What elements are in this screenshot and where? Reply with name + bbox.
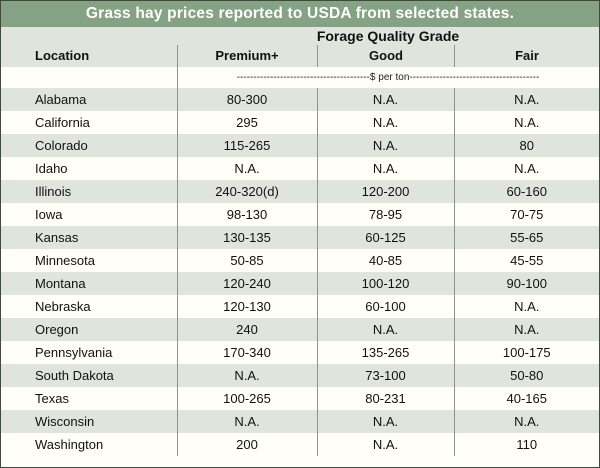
premium-price-cell: 295 [176, 111, 317, 134]
premium-price-cell: N.A. [176, 157, 317, 180]
table-row: California 295 N.A. N.A. [1, 111, 599, 134]
premium-price-cell: 115-265 [176, 134, 317, 157]
fair-price-cell: 40-165 [453, 387, 599, 410]
premium-price-cell: 50-85 [176, 249, 317, 272]
table-row: Montana 120-240 100-120 90-100 [1, 272, 599, 295]
good-price-cell: 73-100 [316, 364, 454, 387]
premium-price-cell: 240 [176, 318, 317, 341]
table-row: Illinois 240-320(d) 120-200 60-160 [1, 180, 599, 203]
location-cell: Pennsylvania [1, 341, 177, 364]
fair-price-cell: 45-55 [453, 249, 599, 272]
fair-price-cell: 55-65 [453, 226, 599, 249]
good-price-cell: N.A. [316, 410, 454, 433]
fair-price-cell: 100-175 [453, 341, 599, 364]
fair-price-cell: N.A. [453, 295, 599, 318]
fair-price-cell: 110 [453, 433, 599, 456]
premium-column-header: Premium+ [215, 48, 279, 63]
premium-price-cell: 130-135 [176, 226, 317, 249]
good-price-cell: 120-200 [316, 180, 454, 203]
table-row: Washington 200 N.A. 110 [1, 433, 599, 456]
premium-price-cell: 80-300 [176, 88, 317, 111]
good-price-cell: N.A. [316, 134, 454, 157]
units-label: ----------------------------------------… [236, 72, 540, 83]
fair-column-header: Fair [515, 48, 539, 63]
location-cell: Montana [1, 272, 177, 295]
good-price-cell: N.A. [316, 157, 454, 180]
good-column-header: Good [369, 48, 403, 63]
column-divider [177, 67, 178, 88]
fair-price-cell: N.A. [453, 111, 599, 134]
units-row: ----------------------------------------… [1, 67, 599, 88]
table-header: Forage Quality Grade Location Premium+ G… [1, 27, 599, 67]
fair-price-cell: 90-100 [453, 272, 599, 295]
fair-price-cell: 60-160 [453, 180, 599, 203]
fair-price-cell: N.A. [453, 410, 599, 433]
good-price-cell: 60-100 [316, 295, 454, 318]
table-row: Nebraska 120-130 60-100 N.A. [1, 295, 599, 318]
location-cell: Washington [1, 433, 177, 456]
location-cell: California [1, 111, 177, 134]
premium-price-cell: N.A. [176, 364, 317, 387]
premium-price-cell: N.A. [176, 410, 317, 433]
location-cell: Alabama [1, 88, 177, 111]
location-cell: Kansas [1, 226, 177, 249]
price-table-body: Alabama 80-300 N.A. N.A. California 295 N.A. N.… [1, 88, 599, 456]
location-cell: Iowa [1, 203, 177, 226]
good-price-cell: N.A. [316, 111, 454, 134]
fair-price-cell: 80 [453, 134, 599, 157]
good-price-cell: 78-95 [316, 203, 454, 226]
column-divider [454, 45, 455, 67]
location-cell: Colorado [1, 134, 177, 157]
location-cell: Nebraska [1, 295, 177, 318]
location-cell: Texas [1, 387, 177, 410]
location-cell: Illinois [1, 180, 177, 203]
grade-group-header: Forage Quality Grade [316, 28, 460, 44]
fair-price-cell: 70-75 [453, 203, 599, 226]
good-price-cell: 60-125 [316, 226, 454, 249]
premium-price-cell: 120-130 [176, 295, 317, 318]
table-row: Wisconsin N.A. N.A. N.A. [1, 410, 599, 433]
good-price-cell: N.A. [316, 433, 454, 456]
location-cell: Idaho [1, 157, 177, 180]
table-row: Kansas 130-135 60-125 55-65 [1, 226, 599, 249]
table-row: Idaho N.A. N.A. N.A. [1, 157, 599, 180]
good-price-cell: 40-85 [316, 249, 454, 272]
table-row: Oregon 240 N.A. N.A. [1, 318, 599, 341]
table-row: South Dakota N.A. 73-100 50-80 [1, 364, 599, 387]
good-price-cell: N.A. [316, 318, 454, 341]
fair-price-cell: N.A. [453, 88, 599, 111]
premium-price-cell: 98-130 [176, 203, 317, 226]
location-cell: Oregon [1, 318, 177, 341]
fair-price-cell: N.A. [453, 318, 599, 341]
location-cell: Minnesota [1, 249, 177, 272]
column-divider [177, 45, 178, 67]
good-price-cell: N.A. [316, 88, 454, 111]
premium-price-cell: 170-340 [176, 341, 317, 364]
table-row: Minnesota 50-85 40-85 45-55 [1, 249, 599, 272]
column-divider [317, 45, 318, 67]
premium-price-cell: 120-240 [176, 272, 317, 295]
premium-price-cell: 240-320(d) [176, 180, 317, 203]
good-price-cell: 80-231 [316, 387, 454, 410]
good-price-cell: 135-265 [316, 341, 454, 364]
table-row: Colorado 115-265 N.A. 80 [1, 134, 599, 157]
location-cell: South Dakota [1, 364, 177, 387]
location-cell: Wisconsin [1, 410, 177, 433]
table-title: Grass hay prices reported to USDA from s… [1, 1, 599, 27]
table-row: Texas 100-265 80-231 40-165 [1, 387, 599, 410]
table-row: Iowa 98-130 78-95 70-75 [1, 203, 599, 226]
table-row: Alabama 80-300 N.A. N.A. [1, 88, 599, 111]
premium-price-cell: 100-265 [176, 387, 317, 410]
table-row: Pennsylvania 170-340 135-265 100-175 [1, 341, 599, 364]
good-price-cell: 100-120 [316, 272, 454, 295]
location-column-header: Location [35, 48, 90, 63]
fair-price-cell: 50-80 [453, 364, 599, 387]
fair-price-cell: N.A. [453, 157, 599, 180]
premium-price-cell: 200 [176, 433, 317, 456]
